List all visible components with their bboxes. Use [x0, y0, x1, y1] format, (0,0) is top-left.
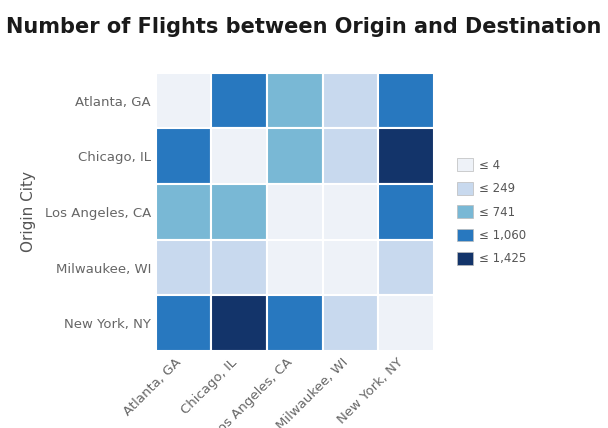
Bar	[323, 184, 378, 240]
Bar	[156, 240, 212, 295]
Legend: ≤ 4, ≤ 249, ≤ 741, ≤ 1,060, ≤ 1,425: ≤ 4, ≤ 249, ≤ 741, ≤ 1,060, ≤ 1,425	[454, 155, 530, 269]
Y-axis label: Origin City: Origin City	[21, 171, 36, 253]
Bar	[212, 128, 267, 184]
Bar	[378, 184, 434, 240]
Bar	[378, 295, 434, 351]
Bar	[267, 73, 323, 128]
Bar	[323, 128, 378, 184]
Bar	[156, 128, 212, 184]
Bar	[212, 240, 267, 295]
Bar	[267, 240, 323, 295]
Bar	[156, 184, 212, 240]
Bar	[267, 184, 323, 240]
Bar	[156, 73, 212, 128]
Bar	[267, 295, 323, 351]
Bar	[323, 240, 378, 295]
Bar	[212, 295, 267, 351]
Bar	[378, 73, 434, 128]
Bar	[267, 128, 323, 184]
Bar	[156, 295, 212, 351]
Bar	[212, 73, 267, 128]
Bar	[378, 128, 434, 184]
Text: Number of Flights between Origin and Destination: Number of Flights between Origin and Des…	[6, 17, 602, 37]
Bar	[323, 73, 378, 128]
Bar	[323, 295, 378, 351]
Bar	[212, 184, 267, 240]
Bar	[378, 240, 434, 295]
